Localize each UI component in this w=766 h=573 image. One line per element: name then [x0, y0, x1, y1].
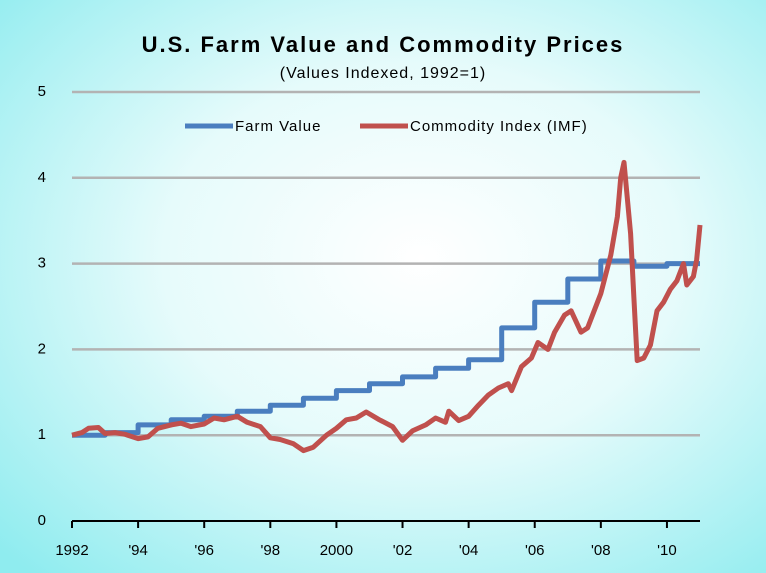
x-tick-label: 1992 [55, 542, 88, 559]
x-tick-label: '10 [657, 542, 677, 559]
x-tick-label: '96 [194, 542, 214, 559]
y-tick-label: 4 [38, 169, 46, 186]
y-tick-label: 3 [38, 255, 46, 272]
y-tick-label: 5 [38, 83, 46, 100]
x-tick-label: '08 [591, 542, 611, 559]
chart-title: U.S. Farm Value and Commodity Prices [142, 32, 625, 57]
x-tick-label: '06 [525, 542, 545, 559]
y-tick-label: 0 [38, 512, 46, 529]
legend-label: Commodity Index (IMF) [410, 118, 588, 135]
series-line [72, 258, 700, 438]
x-tick-label: 2000 [320, 542, 353, 559]
chart-subtitle: (Values Indexed, 1992=1) [280, 65, 487, 82]
y-tick-label: 2 [38, 340, 46, 357]
legend-label: Farm Value [235, 118, 321, 135]
x-tick-label: '94 [128, 542, 148, 559]
y-tick-label: 1 [38, 426, 46, 443]
x-tick-label: '04 [459, 542, 479, 559]
x-tick-label: '98 [261, 542, 281, 559]
x-tick-label: '02 [393, 542, 413, 559]
series-line [71, 159, 703, 454]
